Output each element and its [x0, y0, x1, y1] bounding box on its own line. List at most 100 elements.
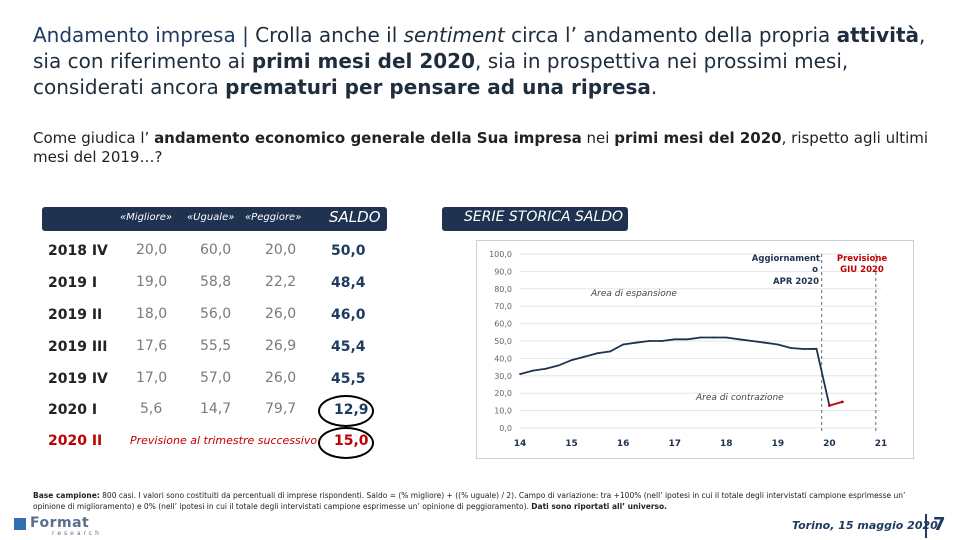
x-tick-label: 18: [720, 439, 733, 449]
data-point: [519, 373, 521, 375]
data-point: [660, 340, 663, 342]
y-tick-label: 100,0: [489, 250, 512, 259]
data-point: [544, 367, 547, 370]
header-migliore: «Migliore»: [120, 212, 173, 223]
y-tick-label: 40,0: [494, 354, 512, 363]
cell-migliore: 17,0: [136, 370, 168, 386]
x-tick-label: 21: [875, 439, 888, 449]
data-point: [712, 336, 715, 339]
x-tick-label: 16: [617, 439, 630, 449]
cell-uguale: 57,0: [200, 370, 232, 386]
y-tick-label: 80,0: [494, 285, 512, 294]
row-label: 2020 II: [48, 433, 103, 449]
cell-saldo: 45,5: [331, 371, 366, 387]
annotation-espansione: Area di espansione: [590, 289, 677, 299]
series-line-forecast: [829, 401, 843, 407]
data-point: [673, 338, 676, 341]
y-tick-label: 90,0: [494, 267, 512, 276]
y-tick-label: 20,0: [494, 389, 512, 398]
question-text: Come giudica l’ andamento economico gene…: [33, 129, 929, 166]
x-tick-label: 17: [668, 439, 681, 449]
logo: Format: [30, 515, 90, 531]
cell-uguale: 60,0: [200, 242, 232, 258]
chart-header: SERIE STORICA SALDO: [464, 209, 624, 225]
page-divider: [925, 514, 927, 538]
y-tick-label: 30,0: [494, 372, 512, 381]
row-label: 2019 IV: [48, 371, 108, 387]
annotation-update-l3: APR 2020: [773, 277, 819, 287]
cell-peggiore: 26,0: [265, 370, 297, 386]
highlight-circle: [318, 395, 374, 427]
y-tick-label: 0,0: [499, 424, 512, 433]
data-point: [699, 336, 702, 339]
cell-peggiore: 20,0: [265, 242, 297, 258]
footnote: Base campione: 800 casi. I valori sono c…: [33, 491, 906, 511]
logo-subtitle: research: [52, 530, 102, 537]
data-point: [738, 338, 741, 341]
data-point: [776, 343, 779, 346]
forecast-point: [840, 400, 844, 404]
cell-migliore: 5,6: [140, 401, 163, 417]
header-uguale: «Uguale»: [187, 212, 235, 223]
cell-saldo: 48,4: [331, 275, 366, 291]
cell-saldo: 45,4: [331, 339, 366, 355]
row-label: 2018 IV: [48, 243, 108, 259]
x-tick-label: 20: [823, 439, 836, 449]
data-point: [622, 343, 625, 346]
cell-uguale: 56,0: [200, 306, 232, 322]
cell-saldo: 46,0: [331, 307, 366, 323]
header-peggiore: «Peggiore»: [245, 212, 302, 223]
chart-frame: [476, 240, 914, 459]
data-point: [531, 369, 534, 372]
page-title: Andamento impresa | Crolla anche il sent…: [33, 23, 926, 99]
row-label: 2019 III: [48, 339, 108, 355]
historical-saldo-chart: 0,0 10,0 20,0 30,0 40,0 50,0 60,0 70,0 80,0 90,0 1…: [489, 250, 888, 449]
data-point: [583, 355, 586, 358]
data-point: [751, 340, 753, 342]
x-tick-label: 14: [514, 439, 527, 449]
forecast-point: [828, 404, 831, 407]
page-number: 7: [933, 514, 946, 535]
cell-migliore: 19,0: [136, 274, 168, 290]
cell-migliore: 18,0: [136, 306, 168, 322]
data-point: [596, 352, 599, 355]
data-point: [802, 348, 805, 350]
y-tick-label: 50,0: [494, 337, 512, 346]
header-saldo: SALDO: [329, 208, 381, 226]
highlight-circle: [318, 427, 374, 459]
annotation-update-l2: o: [812, 265, 818, 275]
cell-peggiore: 79,7: [265, 401, 297, 417]
x-tick-label: 19: [772, 439, 785, 449]
annotation-forecast-l1: Previsione: [837, 254, 888, 264]
forecast-note: Previsione al trimestre successivo: [130, 434, 318, 447]
cell-saldo: 50,0: [331, 243, 366, 259]
cell-uguale: 55,5: [200, 338, 232, 354]
data-point: [789, 347, 792, 349]
data-point: [635, 341, 637, 344]
annotation-forecast-l2: GIU 2020: [840, 265, 884, 275]
cell-migliore: 20,0: [136, 242, 168, 258]
data-point: [815, 347, 818, 350]
cell-uguale: 58,8: [200, 274, 232, 290]
cell-migliore: 17,6: [136, 338, 168, 354]
cell-peggiore: 26,0: [265, 306, 297, 322]
annotation-update-l1: Aggiornament: [752, 254, 820, 264]
data-point: [570, 359, 573, 362]
x-tick-label: 15: [565, 439, 578, 449]
logo-mark-icon: [14, 518, 26, 530]
date-label: Torino, 15 maggio 2020: [792, 519, 938, 532]
data-point: [609, 350, 612, 353]
cell-uguale: 14,7: [200, 401, 232, 417]
chart-header-bar: [442, 207, 628, 231]
y-tick-label: 70,0: [494, 302, 512, 311]
annotation-contrazione: Area di contrazione: [695, 393, 784, 403]
data-point: [686, 338, 689, 341]
row-label: 2020 I: [48, 402, 98, 418]
data-point: [725, 336, 728, 339]
cell-peggiore: 26,9: [265, 338, 297, 354]
table-header-bar: [42, 207, 387, 231]
data-point: [648, 340, 650, 342]
row-label: 2019 II: [48, 307, 103, 323]
y-tick-label: 60,0: [494, 320, 512, 329]
data-point: [557, 364, 560, 367]
